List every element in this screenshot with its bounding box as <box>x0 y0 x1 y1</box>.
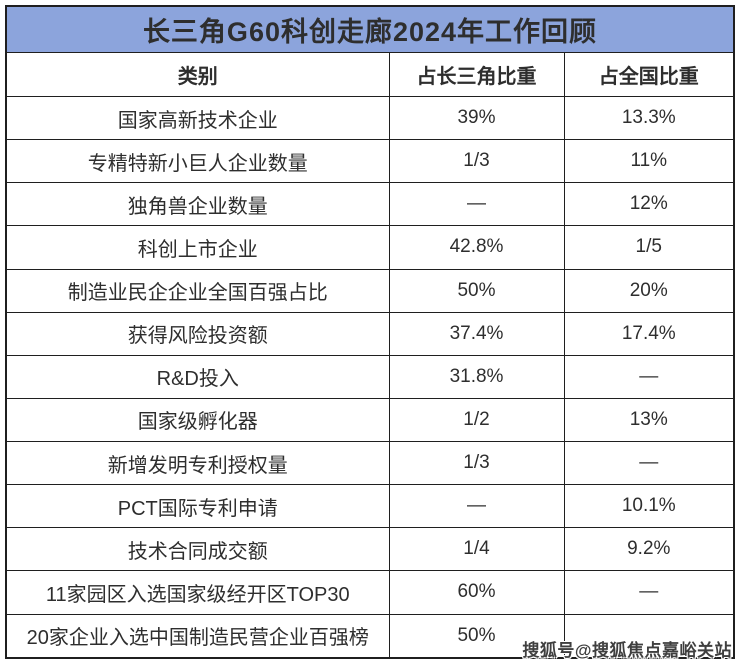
title-row: 长三角G60科创走廊2024年工作回顾 <box>5 5 735 53</box>
cell-national-share: 13.3% <box>563 95 735 141</box>
cell-national-share: 9.2% <box>563 527 735 572</box>
cell-category: PCT国际专利申请 <box>5 484 390 529</box>
table-row: 国家高新技术企业 39% 13.3% <box>5 95 735 141</box>
cell-national-share: 13% <box>563 397 735 443</box>
table-row: 独角兽企业数量 — 12% <box>5 182 735 227</box>
cell-yrd-share: 31.8% <box>388 354 565 399</box>
cell-category: 国家级孵化器 <box>5 397 390 443</box>
cell-national-share: 17.4% <box>563 311 735 356</box>
cell-national-share: 11% <box>563 139 735 184</box>
column-header-category: 类别 <box>5 52 390 97</box>
table-row: 获得风险投资额 37.4% 17.4% <box>5 311 735 356</box>
cell-national-share: — <box>563 354 735 399</box>
cell-yrd-share: 60% <box>388 570 565 615</box>
cell-national-share: 10.1% <box>563 484 735 529</box>
cell-yrd-share: 37.4% <box>388 311 565 356</box>
g60-review-table: 长三角G60科创走廊2024年工作回顾 类别 占长三角比重 占全国比重 国家高新… <box>5 5 735 659</box>
cell-yrd-share: 50% <box>388 268 565 313</box>
cell-yrd-share: — <box>388 182 565 227</box>
cell-national-share <box>563 613 735 659</box>
table-row: 科创上市企业 42.8% 1/5 <box>5 225 735 270</box>
cell-yrd-share: 1/3 <box>388 440 565 486</box>
sohu-watermark: 搜狐号@搜狐焦点嘉峪关站 <box>522 641 732 660</box>
table-row: 专精特新小巨人企业数量 1/3 11% <box>5 139 735 184</box>
table-figure: 长三角G60科创走廊2024年工作回顾 类别 占长三角比重 占全国比重 国家高新… <box>5 5 735 659</box>
cell-national-share: 20% <box>563 268 735 313</box>
table-title: 长三角G60科创走廊2024年工作回顾 <box>5 5 735 53</box>
column-header-yrd-share: 占长三角比重 <box>388 52 565 97</box>
cell-category: 制造业民企企业全国百强占比 <box>5 268 390 313</box>
column-header-national-share: 占全国比重 <box>563 52 735 97</box>
table-row: 国家级孵化器 1/2 13% <box>5 397 735 443</box>
cell-category: 专精特新小巨人企业数量 <box>5 139 390 184</box>
table-row: 20家企业入选中国制造民营企业百强榜 50% <box>5 613 735 659</box>
cell-category: 11家园区入选国家级经开区TOP30 <box>5 570 390 615</box>
header-row: 类别 占长三角比重 占全国比重 <box>5 52 735 97</box>
cell-yrd-share: — <box>388 484 565 529</box>
cell-yrd-share: 1/2 <box>388 397 565 443</box>
table-row: PCT国际专利申请 — 10.1% <box>5 484 735 529</box>
cell-yrd-share: 1/4 <box>388 527 565 572</box>
cell-category: 科创上市企业 <box>5 225 390 270</box>
cell-national-share: 12% <box>563 182 735 227</box>
table-row: 11家园区入选国家级经开区TOP30 60% — <box>5 570 735 615</box>
table-row: R&D投入 31.8% — <box>5 354 735 399</box>
cell-national-share: — <box>563 570 735 615</box>
cell-category: R&D投入 <box>5 354 390 399</box>
cell-yrd-share: 50% <box>388 613 565 659</box>
table-row: 制造业民企企业全国百强占比 50% 20% <box>5 268 735 313</box>
cell-category: 获得风险投资额 <box>5 311 390 356</box>
cell-category: 新增发明专利授权量 <box>5 440 390 486</box>
table-row: 技术合同成交额 1/4 9.2% <box>5 527 735 572</box>
cell-national-share: — <box>563 440 735 486</box>
cell-yrd-share: 42.8% <box>388 225 565 270</box>
cell-yrd-share: 1/3 <box>388 139 565 184</box>
cell-yrd-share: 39% <box>388 95 565 141</box>
cell-category: 国家高新技术企业 <box>5 95 390 141</box>
table-row: 新增发明专利授权量 1/3 — <box>5 440 735 486</box>
cell-national-share: 1/5 <box>563 225 735 270</box>
cell-category: 20家企业入选中国制造民营企业百强榜 <box>5 613 390 659</box>
cell-category: 技术合同成交额 <box>5 527 390 572</box>
cell-category: 独角兽企业数量 <box>5 182 390 227</box>
